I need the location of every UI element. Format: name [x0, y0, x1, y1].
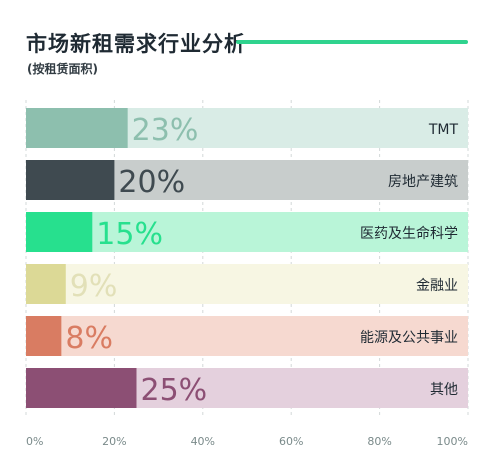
- bar: [26, 212, 93, 252]
- bar-value-label: 20%: [118, 165, 185, 200]
- bar-row: 9% 金融业: [26, 264, 468, 304]
- bar-row: 20% 房地产建筑: [26, 160, 468, 200]
- chart-title: 市场新租需求行业分析: [26, 32, 246, 56]
- bar-track: [26, 316, 468, 356]
- bar-row: 25% 其他: [26, 368, 468, 408]
- bar-value-label: 8%: [65, 321, 113, 356]
- grid-lines: [25, 100, 469, 418]
- bar: [26, 108, 128, 148]
- bar-value-label: 23%: [132, 113, 199, 148]
- x-tick-label: 40%: [191, 435, 215, 448]
- category-label: 能源及公共事业: [360, 330, 458, 346]
- category-label: 房地产建筑: [388, 174, 458, 190]
- bar-track: [26, 264, 468, 304]
- x-axis-ticks: 0% 20% 40% 60% 80% 100%: [26, 435, 468, 448]
- category-label: 其他: [430, 382, 458, 398]
- bar: [26, 316, 62, 356]
- x-tick-label: 80%: [367, 435, 391, 448]
- bar-value-label: 25%: [141, 373, 208, 408]
- bar-row: 15% 医药及生命科学: [26, 212, 468, 252]
- category-label: 金融业: [416, 278, 458, 294]
- bar: [26, 160, 115, 200]
- bars: 23% TMT 20% 房地产建筑 15% 医药及生命科学 9% 金融业 8% 能源及公共事业 25…: [26, 108, 468, 408]
- bar: [26, 264, 66, 304]
- bar-value-label: 15%: [96, 217, 163, 252]
- x-tick-label: 100%: [437, 435, 468, 448]
- bar-value-label: 9%: [70, 269, 118, 304]
- bar-row: 23% TMT: [26, 108, 468, 148]
- category-label: 医药及生命科学: [360, 225, 458, 242]
- chart-subtitle: (按租赁面积): [27, 62, 98, 76]
- x-tick-label: 20%: [102, 435, 126, 448]
- bar-track: [26, 212, 468, 252]
- bar-row: 8% 能源及公共事业: [26, 316, 468, 356]
- category-label: TMT: [428, 122, 459, 138]
- x-tick-label: 0%: [26, 435, 43, 448]
- title-accent-line: [236, 40, 468, 44]
- bar: [26, 368, 137, 408]
- x-tick-label: 60%: [279, 435, 303, 448]
